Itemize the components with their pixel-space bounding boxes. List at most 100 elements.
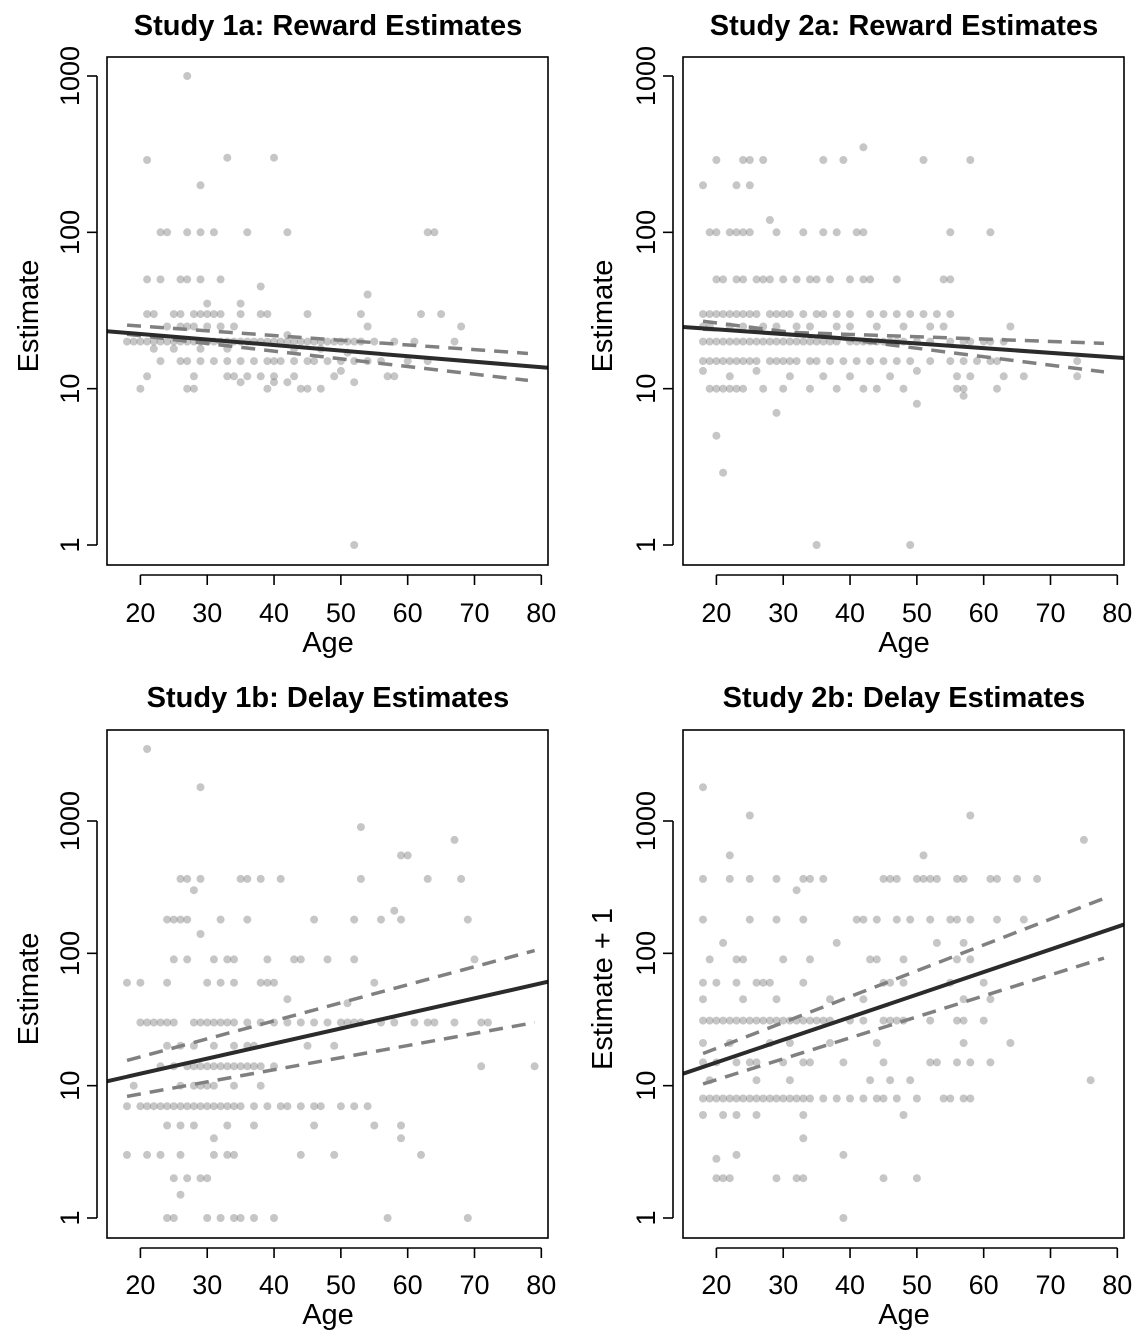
- data-point: [276, 874, 285, 883]
- data-point: [892, 275, 901, 284]
- data-point: [176, 275, 185, 284]
- data-point: [530, 1062, 539, 1071]
- data-point: [765, 1016, 774, 1025]
- data-point: [236, 1214, 245, 1222]
- data-point: [819, 874, 828, 883]
- data-point: [986, 874, 995, 883]
- data-point: [136, 1018, 145, 1027]
- data-point: [310, 1018, 319, 1027]
- data-point: [256, 282, 265, 291]
- data-point: [772, 228, 781, 237]
- y-tick-label: 100: [55, 931, 85, 976]
- data-point: [899, 322, 908, 331]
- data-point: [919, 156, 928, 164]
- data-point: [732, 955, 741, 964]
- data-point: [712, 978, 721, 987]
- data-point: [223, 357, 232, 366]
- data-point: [350, 955, 359, 964]
- data-point: [806, 1094, 814, 1103]
- data-point: [812, 541, 821, 549]
- data-point: [859, 143, 868, 152]
- data-point: [785, 310, 794, 319]
- data-point: [196, 357, 205, 366]
- data-point: [256, 978, 265, 987]
- data-point: [417, 1150, 425, 1159]
- plot-area: [107, 72, 548, 549]
- data-point: [719, 310, 728, 319]
- y-axis: 1 10 100 1000 Estimate + 1: [587, 791, 674, 1226]
- data-point: [209, 1041, 218, 1050]
- data-point: [705, 310, 714, 319]
- data-point: [859, 995, 868, 1004]
- data-point: [906, 1076, 915, 1085]
- data-point: [712, 156, 721, 164]
- data-point: [183, 915, 192, 924]
- data-point: [163, 1018, 172, 1027]
- data-point: [779, 1016, 788, 1025]
- x-tick-label: 20: [125, 598, 155, 628]
- x-axis-label: Age: [878, 1299, 930, 1331]
- data-point: [236, 1102, 245, 1111]
- data-point: [705, 384, 714, 393]
- data-point: [356, 310, 365, 319]
- x-axis: 20 30 40 50 60 70 80 Age: [125, 1247, 556, 1331]
- data-point: [196, 181, 205, 190]
- data-point: [196, 1102, 205, 1111]
- data-point: [176, 357, 185, 366]
- data-point: [799, 978, 808, 987]
- data-point: [759, 156, 768, 164]
- data-point: [739, 322, 748, 331]
- regression-line: [107, 329, 548, 370]
- data-point: [712, 1016, 721, 1025]
- data-point: [792, 1094, 801, 1103]
- data-point: [785, 357, 794, 366]
- plot-frame: [682, 56, 1125, 566]
- data-point: [203, 322, 212, 331]
- data-point: [196, 344, 205, 353]
- data-point: [993, 874, 1001, 883]
- data-point: [979, 978, 988, 987]
- data-point: [725, 384, 734, 393]
- data-point: [745, 811, 754, 820]
- data-point: [779, 1094, 788, 1103]
- x-axis-label: Age: [878, 627, 930, 659]
- data-point: [183, 384, 192, 393]
- data-point: [792, 357, 801, 366]
- data-point: [953, 874, 961, 883]
- data-point: [745, 1016, 754, 1025]
- data-point: [926, 915, 935, 924]
- data-point: [236, 1062, 245, 1071]
- data-point: [163, 337, 172, 346]
- data-point: [256, 372, 265, 381]
- data-point: [463, 915, 472, 924]
- x-tick-label: 70: [1035, 598, 1065, 628]
- data-point: [799, 1134, 808, 1143]
- data-point: [1079, 835, 1088, 844]
- data-point: [169, 344, 178, 353]
- data-point: [953, 915, 961, 924]
- data-point: [230, 322, 238, 331]
- data-point: [859, 1094, 868, 1103]
- data-point: [437, 310, 446, 319]
- data-point: [886, 874, 895, 883]
- data-point: [792, 1174, 801, 1183]
- data-point: [470, 955, 479, 964]
- data-point: [263, 1102, 272, 1111]
- data-point: [196, 1062, 205, 1071]
- data-point: [1019, 915, 1028, 924]
- data-point: [196, 1018, 205, 1027]
- data-point: [959, 357, 968, 366]
- data-point: [430, 1018, 439, 1027]
- data-point: [216, 310, 225, 319]
- data-point: [129, 337, 138, 346]
- data-point: [732, 337, 741, 346]
- data-point: [303, 310, 312, 319]
- data-point: [852, 915, 861, 924]
- data-point: [270, 372, 278, 381]
- data-point: [276, 357, 285, 366]
- data-point: [699, 366, 707, 375]
- data-point: [839, 1214, 848, 1222]
- data-point: [846, 322, 854, 331]
- data-point: [725, 874, 734, 883]
- data-point: [832, 322, 841, 331]
